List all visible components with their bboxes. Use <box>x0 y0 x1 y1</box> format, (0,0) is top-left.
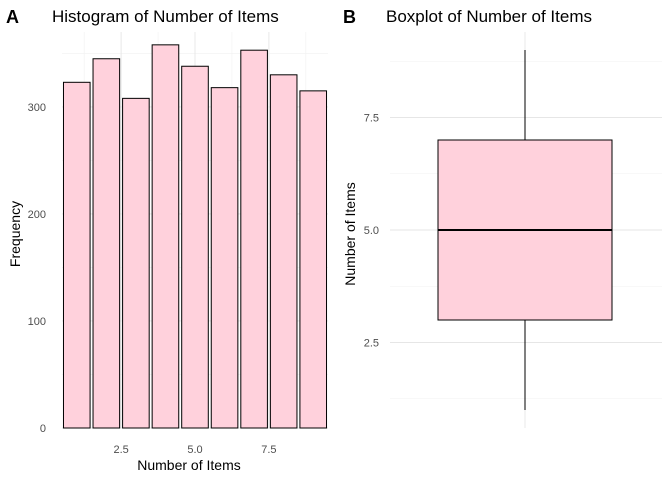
histogram-bar <box>181 65 209 429</box>
boxplot-y-axis-title: Number of Items <box>342 182 358 285</box>
y-tick-label: 5.0 <box>364 225 379 237</box>
x-tick-label: 5.0 <box>187 444 202 456</box>
histogram-bars <box>62 44 328 429</box>
boxplot-y-ticks: 2.5 5.0 7.5 <box>364 113 379 350</box>
y-tick-label: 200 <box>28 209 46 221</box>
histogram-bar <box>240 49 268 429</box>
histogram-title: Histogram of Number of Items <box>52 7 279 26</box>
histogram-bar <box>151 44 180 429</box>
histogram-bar <box>122 97 150 429</box>
panel-tag-a: A <box>6 7 19 27</box>
histogram-y-axis-title: Frequency <box>7 201 23 267</box>
y-tick-label: 7.5 <box>364 113 379 125</box>
histogram-y-ticks: 0 100 200 300 <box>28 102 46 435</box>
histogram-bar <box>210 87 239 429</box>
histogram-bar <box>269 74 298 429</box>
boxplot-panel: B Boxplot of Number of Items 2.5 5.0 7.5 N… <box>342 7 662 428</box>
boxplot-marks <box>437 50 613 410</box>
histogram-bar <box>92 58 121 429</box>
boxplot-title: Boxplot of Number of Items <box>386 7 592 26</box>
y-tick-label: 0 <box>40 423 46 435</box>
histogram-x-ticks: 2.5 5.0 7.5 <box>113 444 276 456</box>
panel-tag-b: B <box>343 7 356 27</box>
histogram-bar <box>299 90 328 429</box>
x-tick-label: 7.5 <box>261 444 276 456</box>
y-tick-label: 2.5 <box>364 338 379 350</box>
x-tick-label: 2.5 <box>113 444 128 456</box>
y-tick-label: 300 <box>28 102 46 114</box>
histogram-x-axis-title: Number of Items <box>137 457 240 473</box>
histogram-panel: A Histogram of Number of Items 0 100 200 30… <box>6 7 328 473</box>
histogram-bar <box>62 81 91 429</box>
y-tick-label: 100 <box>28 316 46 328</box>
